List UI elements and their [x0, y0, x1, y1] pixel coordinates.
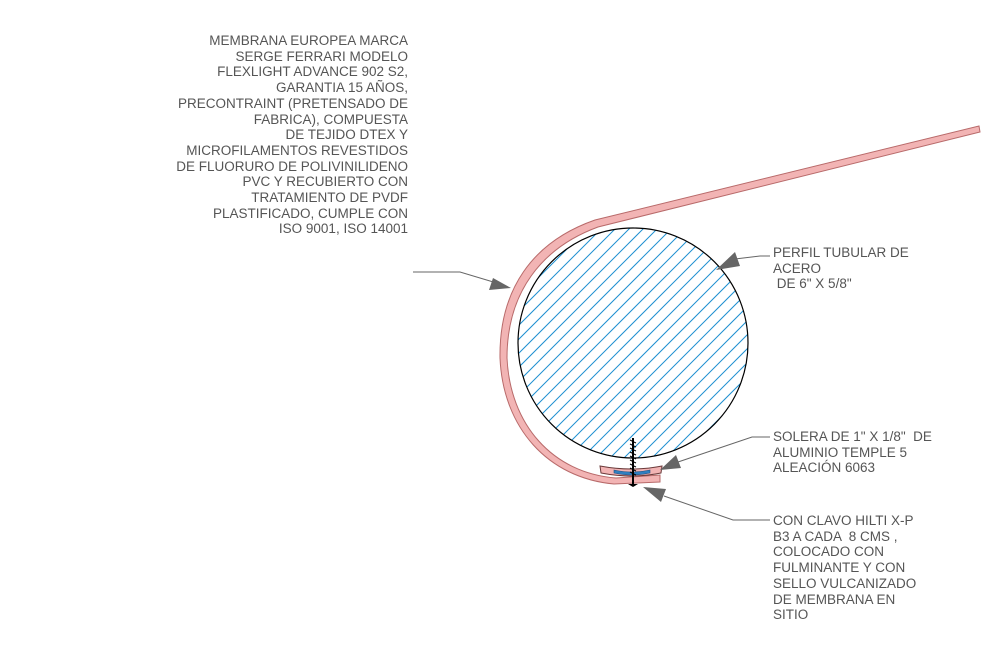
hatch-line [641, 228, 748, 458]
nail [628, 438, 638, 487]
hatch-line [518, 228, 529, 458]
hatch-line [613, 228, 748, 458]
hatch-line [585, 228, 748, 458]
note-line: PRECONTRAINT (PRETENSADO DE [177, 95, 408, 111]
note-line: DE 6" X 5/8" [773, 276, 852, 292]
note-line: ALUMINIO TEMPLE 5 [773, 444, 908, 460]
note-line: SERGE FERRARI MODELO [235, 48, 408, 64]
hatch-line [655, 228, 748, 458]
hatch-line [518, 228, 627, 458]
note-line: B3 A CADA 8 CMS , [773, 528, 898, 544]
tube-outline [517, 227, 749, 459]
strip-note: SOLERA DE 1" X 1/8" DE ALUMINIO TEMPLE 5… [773, 429, 932, 476]
hatch-line [518, 228, 748, 458]
note-line: PLASTIFICADO, CUMPLE CON [212, 205, 408, 221]
note-line: FABRICA), COMPUESTA [253, 111, 408, 127]
hatch-line [557, 228, 748, 458]
note-line: DE MEMBRANA EN [773, 591, 896, 607]
leader-tube [716, 252, 770, 270]
note-line: SOLERA DE 1" X 1/8" DE [773, 429, 932, 444]
leader-nail [643, 487, 770, 521]
note-line: DE FLUORURO DE POLIVINILIDENO [176, 158, 408, 174]
hatch-line [627, 228, 748, 458]
hatch-line [543, 228, 748, 458]
note-line: SELLO VULCANIZADO [773, 575, 917, 591]
tube-note: PERFIL TUBULAR DE ACERO DE 6" X 5/8" [773, 245, 909, 292]
hatch-line [518, 228, 697, 458]
note-line: DE TEJIDO DTEX Y [285, 127, 408, 143]
hatch-line [518, 228, 711, 458]
hatch-line [518, 228, 683, 458]
note-line: FLEXLIGHT ADVANCE 902 S2, [217, 64, 408, 80]
note-line: PVC Y RECUBIERTO CON [242, 174, 408, 190]
membrane [499, 125, 981, 485]
hatch-line [518, 228, 669, 458]
hatch-line [599, 228, 748, 458]
hatch-line [529, 228, 748, 458]
hatch-line [518, 228, 641, 458]
hatch-line [518, 228, 613, 458]
membrane-note: MEMBRANA EUROPEA MARCA SERGE FERRARI MOD… [176, 33, 408, 237]
hatch-line [571, 228, 748, 458]
note-line: FULMINANTE Y CON [773, 560, 906, 576]
leader-strip [660, 436, 770, 470]
hatch-line [518, 228, 725, 458]
note-line: MICROFILAMENTOS REVESTIDOS [186, 142, 408, 158]
note-line: MEMBRANA EUROPEA MARCA [209, 33, 408, 48]
note-line: TRATAMIENTO DE PVDF [251, 190, 408, 206]
note-line: ISO 9001, ISO 14001 [278, 221, 408, 237]
leader-membrane [413, 271, 511, 290]
note-line: CON CLAVO HILTI X-P [773, 513, 914, 528]
hatch-line [518, 228, 571, 458]
hatch-line [518, 228, 655, 458]
nail-note: CON CLAVO HILTI X-P B3 A CADA 8 CMS , CO… [773, 513, 916, 623]
note-line: ACERO [773, 260, 822, 276]
note-line: GARANTIA 15 AÑOS, [275, 80, 408, 96]
note-line: ALEACIÓN 6063 [773, 460, 876, 476]
hatch-line [518, 228, 599, 458]
note-line: COLOCADO CON [773, 544, 885, 560]
note-line: SITIO [773, 607, 809, 623]
note-line: PERFIL TUBULAR DE [773, 245, 909, 260]
